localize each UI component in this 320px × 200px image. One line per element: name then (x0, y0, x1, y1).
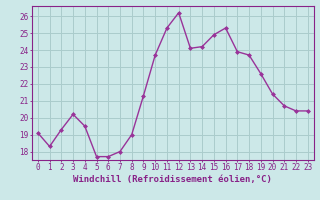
X-axis label: Windchill (Refroidissement éolien,°C): Windchill (Refroidissement éolien,°C) (73, 175, 272, 184)
